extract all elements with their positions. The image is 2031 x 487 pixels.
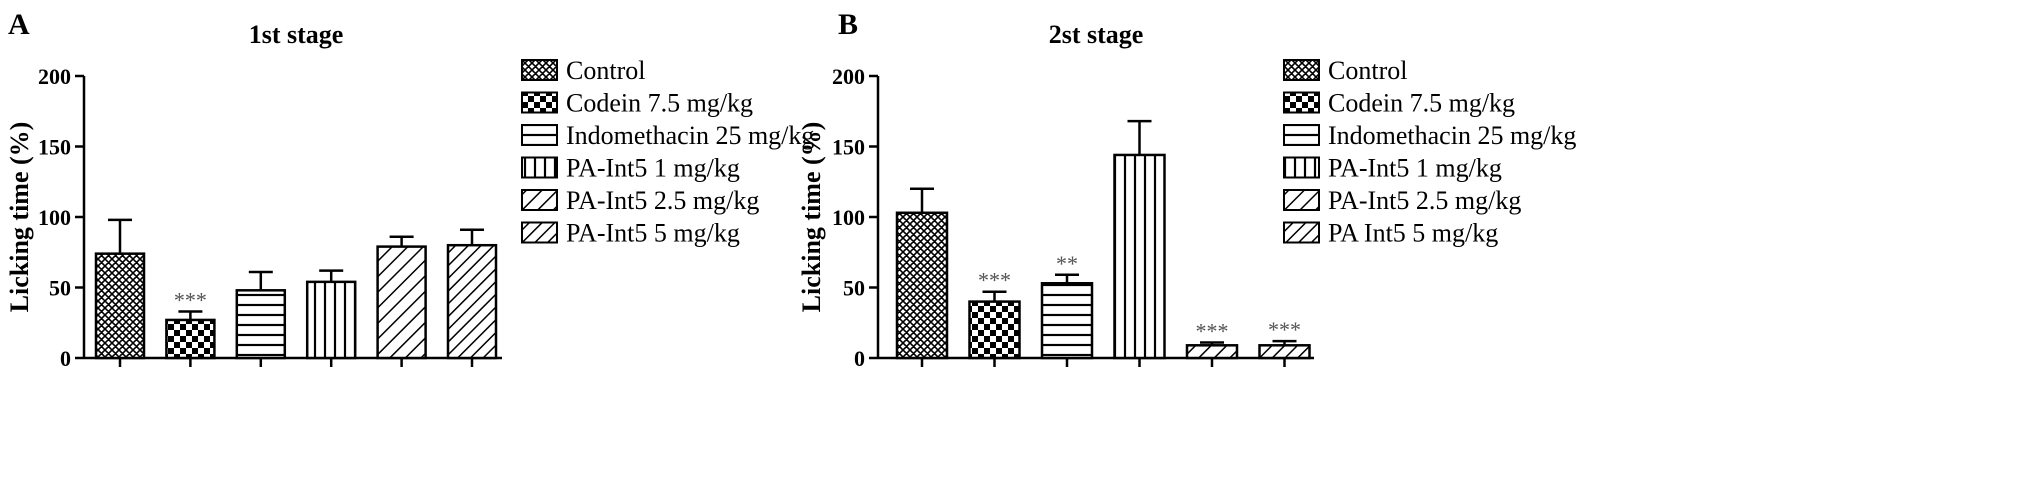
legend-label: PA-Int5 1 mg/kg — [1328, 154, 1502, 183]
legend-swatch — [1283, 156, 1320, 179]
legend-swatch — [1283, 221, 1320, 244]
legend-label: Codein 7.5 mg/kg — [566, 89, 753, 118]
legend-swatch — [521, 91, 558, 114]
legend-swatch — [521, 59, 558, 81]
legend-label: Indomethacin 25 mg/kg — [1328, 121, 1576, 150]
legend-label: PA-Int5 2.5 mg/kg — [1328, 186, 1521, 215]
y-axis-label: Licking time (%) — [5, 122, 34, 313]
legend-label: PA-Int5 1 mg/kg — [566, 154, 740, 183]
y-axis-label: Licking time (%) — [797, 122, 826, 313]
bar — [968, 300, 1021, 360]
panel-letter: B — [838, 8, 858, 41]
bar — [1185, 344, 1239, 360]
significance-label: *** — [978, 268, 1011, 293]
legend-swatch — [1283, 59, 1320, 81]
legend-label: Indomethacin 25 mg/kg — [566, 121, 814, 150]
bar — [376, 245, 427, 360]
y-tick-label: 50 — [49, 276, 71, 301]
legend-label: PA-Int5 5 mg/kg — [566, 219, 740, 248]
legend-label: PA-Int5 2.5 mg/kg — [566, 186, 759, 215]
y-tick-label: 150 — [832, 135, 865, 160]
y-tick-label: 200 — [832, 64, 865, 89]
axes: 0 50 100 150 200 — [832, 64, 1314, 371]
bar — [1258, 344, 1311, 360]
panel-letter: A — [8, 8, 30, 41]
significance-label: *** — [1268, 317, 1301, 342]
bars: *** — [94, 218, 498, 360]
legend: Control Codein 7.5 mg/kg Indomethacin 25 m… — [521, 56, 814, 248]
significance-label: *** — [1196, 318, 1229, 343]
bar — [895, 211, 949, 360]
panel-a: A 1st stage Licking time (%) 0 50 100 150 20… — [5, 8, 814, 371]
legend-swatch — [1283, 91, 1320, 114]
bars: ******** *** — [895, 119, 1311, 360]
legend-swatch — [521, 156, 558, 179]
y-tick-label: 200 — [38, 64, 71, 89]
chart-title: 2st stage — [1049, 20, 1144, 49]
legend-swatch — [1283, 124, 1320, 146]
y-tick-label: 150 — [38, 135, 71, 160]
bar — [446, 243, 498, 360]
y-tick-label: 0 — [60, 346, 71, 371]
legend-swatch — [521, 189, 558, 211]
bar — [165, 318, 216, 360]
significance-label: ** — [1056, 251, 1078, 276]
significance-label: *** — [174, 287, 207, 312]
legend-label: PA Int5 5 mg/kg — [1328, 219, 1498, 248]
legend: Control Codein 7.5 mg/kg Indomethacin 25 m… — [1283, 56, 1576, 248]
bar — [1113, 153, 1166, 360]
legend-swatch — [521, 221, 558, 244]
panel-b: B 2st stage Licking time (%) 0 50 100 150 20… — [797, 8, 1576, 371]
legend-label: Control — [1328, 56, 1407, 85]
legend-swatch — [1283, 189, 1320, 211]
bar — [235, 289, 287, 360]
y-tick-label: 50 — [843, 276, 865, 301]
bar — [1040, 282, 1094, 360]
legend-label: Control — [566, 56, 645, 85]
chart-title: 1st stage — [249, 20, 344, 49]
y-tick-label: 0 — [854, 346, 865, 371]
axes: 0 50 100 150 200 — [38, 64, 502, 371]
legend-label: Codein 7.5 mg/kg — [1328, 89, 1515, 118]
y-tick-label: 100 — [38, 205, 71, 230]
y-tick-label: 100 — [832, 205, 865, 230]
legend-swatch — [521, 124, 558, 146]
bar — [305, 280, 357, 360]
bar — [94, 252, 146, 360]
